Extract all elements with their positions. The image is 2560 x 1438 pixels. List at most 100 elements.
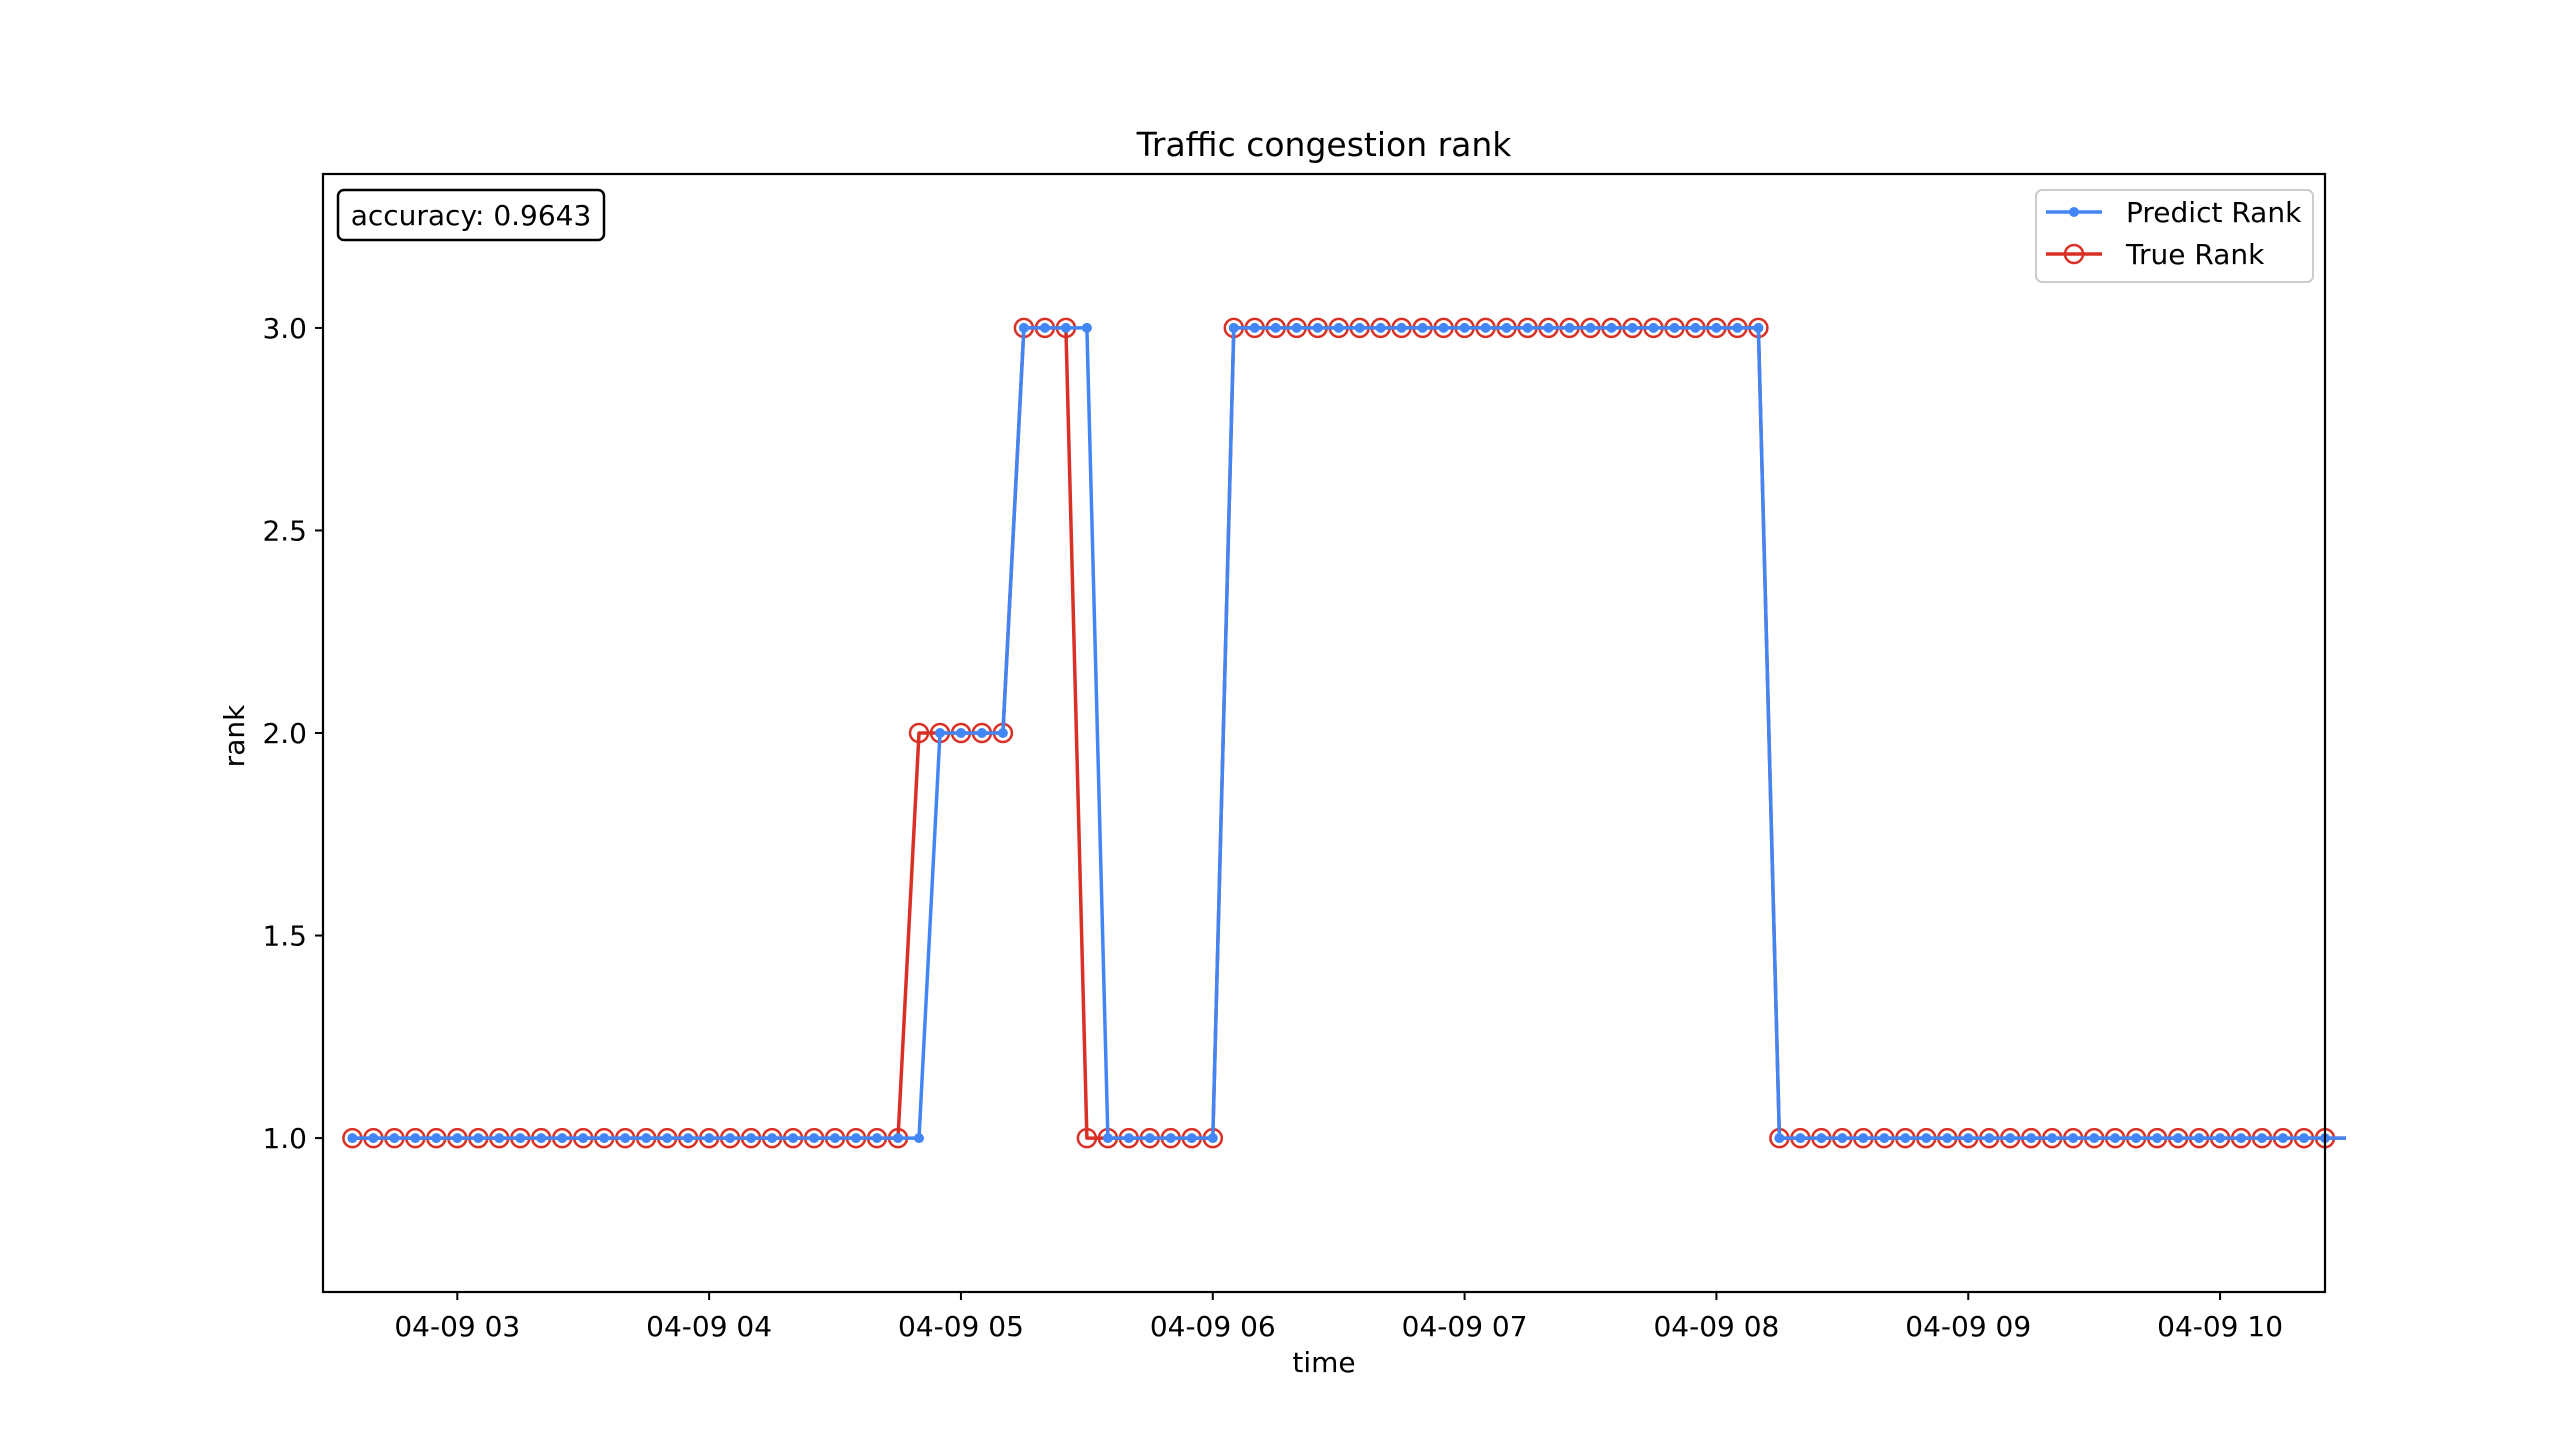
data-point-true-rank	[908, 722, 930, 744]
data-point-predict-rank	[1585, 322, 1596, 333]
y-axis: 1.0 1.5 2.0 2.5 3.0	[262, 312, 323, 1155]
x-tick-label-04-09-03: 04-09 03	[394, 1310, 520, 1343]
data-point-predict-rank	[578, 1133, 589, 1144]
data-point-predict-rank	[2278, 1133, 2288, 1144]
data-point-predict-rank	[830, 1133, 840, 1144]
plot-area	[342, 317, 2346, 1149]
data-point-predict-rank	[368, 1133, 379, 1144]
legend-marker-true-rank	[2063, 243, 2085, 265]
data-point-predict-rank	[494, 1133, 505, 1144]
data-point-predict-rank	[893, 1133, 903, 1144]
data-point-predict-rank	[1774, 1133, 1785, 1144]
data-point-predict-rank	[997, 728, 1008, 738]
data-point-predict-rank	[452, 1133, 463, 1144]
data-point-predict-rank	[1669, 322, 1680, 333]
data-point-predict-rank	[2110, 1133, 2121, 1144]
data-point-predict-rank	[1543, 322, 1554, 333]
data-point-predict-rank	[536, 1133, 547, 1144]
legend-box	[2035, 189, 2314, 283]
data-point-predict-rank	[1396, 322, 1407, 333]
data-point-predict-rank	[683, 1133, 694, 1144]
data-point-predict-rank	[1249, 322, 1260, 333]
plot-frame	[321, 172, 2327, 1294]
data-point-predict-rank	[1165, 1133, 1176, 1144]
data-point-predict-rank	[1081, 322, 1092, 333]
x-tick-label-04-09-10: 04-09 10	[2157, 1310, 2283, 1343]
legend-item-predict-rank: Predict Rank	[2046, 196, 2302, 229]
data-point-predict-rank	[956, 728, 966, 738]
data-point-predict-rank	[809, 1133, 820, 1144]
data-point-predict-rank	[1354, 322, 1365, 333]
data-point-predict-rank	[2152, 1133, 2163, 1144]
data-point-predict-rank	[410, 1133, 421, 1144]
data-point-predict-rank	[1690, 322, 1701, 333]
data-point-predict-rank	[788, 1133, 799, 1144]
data-point-predict-rank	[1564, 322, 1575, 333]
y-tick-label-1-5: 1.5	[262, 920, 307, 953]
data-point-predict-rank	[1795, 1133, 1806, 1144]
data-point-predict-rank	[2299, 1133, 2309, 1144]
data-point-predict-rank	[620, 1133, 631, 1144]
data-point-predict-rank	[515, 1133, 526, 1144]
data-point-predict-rank	[1312, 322, 1323, 333]
y-tick-label-2-0: 2.0	[262, 717, 307, 750]
data-point-predict-rank	[1438, 322, 1449, 333]
data-point-predict-rank	[1522, 322, 1533, 333]
x-tick-label-04-09-05: 04-09 05	[898, 1310, 1024, 1343]
data-point-predict-rank	[725, 1133, 736, 1144]
data-point-predict-rank	[2068, 1133, 2079, 1144]
x-tick-label-04-09-08: 04-09 08	[1653, 1310, 1779, 1343]
data-point-predict-rank	[1207, 1133, 1218, 1144]
y-axis-label: rank	[218, 704, 251, 767]
data-point-predict-rank	[1753, 322, 1764, 333]
data-point-predict-rank	[473, 1133, 484, 1144]
data-point-predict-rank	[1144, 1133, 1155, 1144]
x-axis-label: time	[1292, 1346, 1355, 1379]
data-point-predict-rank	[2257, 1133, 2267, 1144]
data-point-predict-rank	[1858, 1133, 1869, 1144]
data-point-predict-rank	[1123, 1133, 1134, 1144]
data-point-predict-rank	[1018, 322, 1029, 333]
data-point-predict-rank	[1648, 322, 1659, 333]
data-point-predict-rank	[2026, 1133, 2037, 1144]
data-point-predict-rank	[2089, 1133, 2100, 1144]
data-point-predict-rank	[1417, 322, 1428, 333]
data-point-predict-rank	[599, 1133, 610, 1144]
data-point-predict-rank	[1711, 322, 1722, 333]
annotation-box	[336, 188, 606, 242]
data-point-predict-rank	[2215, 1133, 2226, 1144]
data-point-predict-rank	[1816, 1133, 1827, 1144]
data-point-predict-rank	[2005, 1133, 2016, 1144]
data-point-predict-rank	[1837, 1133, 1848, 1144]
data-point-predict-rank	[1228, 322, 1239, 333]
x-axis: 04-09 03 04-09 04 04-09 05 04-09 06 04-09 07…	[394, 1292, 2283, 1343]
x-tick-label-04-09-04: 04-09 04	[646, 1310, 772, 1343]
data-point-predict-rank	[1984, 1133, 1995, 1144]
data-point-predict-rank	[1039, 322, 1050, 333]
data-point-predict-rank	[1900, 1133, 1911, 1144]
data-point-predict-rank	[2131, 1133, 2142, 1144]
data-point-predict-rank	[2236, 1133, 2247, 1144]
data-point-predict-rank	[1879, 1133, 1890, 1144]
x-tick-label-04-09-07: 04-09 07	[1402, 1310, 1528, 1343]
data-point-true-rank	[1076, 1127, 1098, 1149]
data-point-predict-rank	[1627, 322, 1638, 333]
data-point-predict-rank	[704, 1133, 715, 1144]
x-tick-label-04-09-06: 04-09 06	[1150, 1310, 1276, 1343]
data-point-predict-rank	[347, 1133, 358, 1144]
legend-label-predict-rank: Predict Rank	[2126, 196, 2302, 229]
chart-title: Traffic congestion rank	[1136, 125, 1513, 164]
y-tick-label-1-0: 1.0	[262, 1122, 307, 1155]
data-point-predict-rank	[914, 1133, 924, 1144]
x-tick-label-04-09-09: 04-09 09	[1905, 1310, 2031, 1343]
data-point-predict-rank	[767, 1133, 778, 1144]
data-point-predict-rank	[1291, 322, 1302, 333]
data-point-predict-rank	[1459, 322, 1470, 333]
data-point-predict-rank	[1480, 322, 1491, 333]
data-point-predict-rank	[1060, 322, 1071, 333]
data-point-predict-rank	[935, 728, 945, 738]
data-point-predict-rank	[1963, 1133, 1974, 1144]
legend-marker-predict-rank	[2069, 207, 2079, 217]
data-point-predict-rank	[1732, 322, 1743, 333]
